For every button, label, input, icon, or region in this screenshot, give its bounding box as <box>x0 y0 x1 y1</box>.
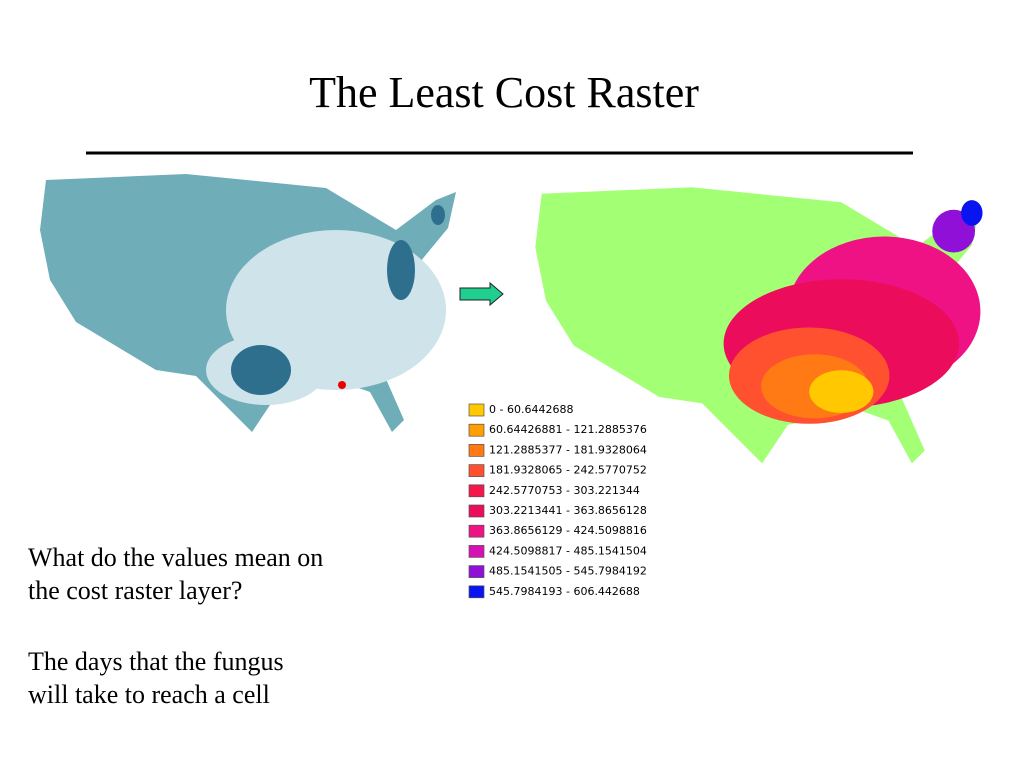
legend-swatch <box>468 444 485 457</box>
legend-label: 60.64426881 - 121.2885376 <box>489 423 647 436</box>
title: The Least Cost Raster <box>309 68 699 117</box>
legend-swatch <box>468 565 485 578</box>
legend-label: 0 - 60.6442688 <box>489 403 573 416</box>
legend-label: 303.2213441 - 363.8656128 <box>489 504 647 517</box>
legend-label: 545.7984193 - 606.442688 <box>489 585 640 598</box>
body-text: What do the values mean on the cost raste… <box>28 543 323 709</box>
legend-swatch <box>468 464 485 477</box>
legend-label: 181.9328065 - 242.5770752 <box>489 464 647 477</box>
legend-swatch <box>468 423 485 437</box>
legend: 0 - 60.6442688 60.64426881 - 121.2885376 1… <box>468 403 647 599</box>
answer-line: The days that the fungus <box>28 647 284 676</box>
arrow <box>459 281 504 307</box>
legend-label: 121.2885377 - 181.9328064 <box>489 443 647 456</box>
legend-swatch <box>468 504 485 518</box>
cost-map <box>535 187 983 464</box>
legend-label: 242.5770753 - 303.221344 <box>489 484 640 497</box>
legend-swatch <box>468 585 485 599</box>
legend-swatch <box>468 484 485 498</box>
legend-label: 363.8656129 - 424.5098816 <box>489 524 647 537</box>
legend-label: 485.1541505 - 545.7984192 <box>489 565 647 578</box>
question-line: the cost raster layer? <box>28 576 242 605</box>
question-line: What do the values mean on <box>28 543 323 572</box>
answer-line: will take to reach a cell <box>28 680 270 709</box>
legend-swatch <box>468 545 485 558</box>
legend-swatch <box>468 524 485 538</box>
source-map <box>40 174 456 432</box>
legend-swatch <box>468 403 485 417</box>
legend-label: 424.5098817 - 485.1541504 <box>489 544 647 557</box>
